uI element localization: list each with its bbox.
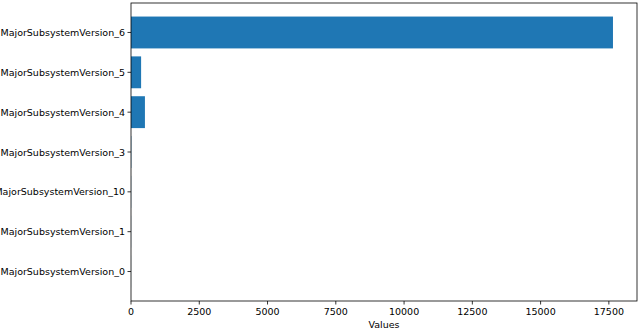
x-tick xyxy=(335,301,336,305)
x-tick-label: 5000 xyxy=(255,306,279,317)
y-tick xyxy=(128,72,132,73)
y-tick xyxy=(128,152,132,153)
y-tick-label: MajorSubsystemVersion_4 xyxy=(0,107,125,118)
x-tick xyxy=(267,301,268,305)
x-tick xyxy=(131,301,132,305)
y-tick xyxy=(128,191,132,192)
x-tick-label: 10000 xyxy=(389,306,419,317)
y-tick-label: MajorSubsystemVersion_0 xyxy=(0,266,125,277)
y-tick-label: MajorSubsystemVersion_5 xyxy=(0,67,125,78)
y-tick-label: MajorSubsystemVersion_3 xyxy=(0,147,125,158)
plot-frame xyxy=(131,3,637,301)
y-tick xyxy=(128,271,132,272)
x-tick-label: 7500 xyxy=(324,306,348,317)
y-tick xyxy=(128,32,132,33)
x-tick-label: 0 xyxy=(128,306,134,317)
x-tick xyxy=(608,301,609,305)
x-tick xyxy=(472,301,473,305)
y-tick xyxy=(128,112,132,113)
y-tick-label: MajorSubsystemVersion_6 xyxy=(0,27,125,38)
x-tick xyxy=(404,301,405,305)
bar xyxy=(131,17,613,49)
bar xyxy=(131,96,145,128)
x-tick-label: 15000 xyxy=(525,306,555,317)
x-tick xyxy=(540,301,541,305)
x-tick-label: 2500 xyxy=(187,306,211,317)
y-tick xyxy=(128,231,132,232)
y-tick-label: MajorSubsystemVersion_1 xyxy=(0,226,125,237)
x-tick xyxy=(199,301,200,305)
bars xyxy=(131,17,613,288)
bar xyxy=(131,56,141,88)
chart: MajorSubsystemVersion_6 MajorSubsystemVer… xyxy=(0,0,640,331)
x-axis-label: Values xyxy=(368,319,399,330)
x-tick-label: 17500 xyxy=(594,306,624,317)
y-tick-label: MajorSubsystemVersion_10 xyxy=(0,186,125,197)
x-tick-label: 12500 xyxy=(457,306,487,317)
